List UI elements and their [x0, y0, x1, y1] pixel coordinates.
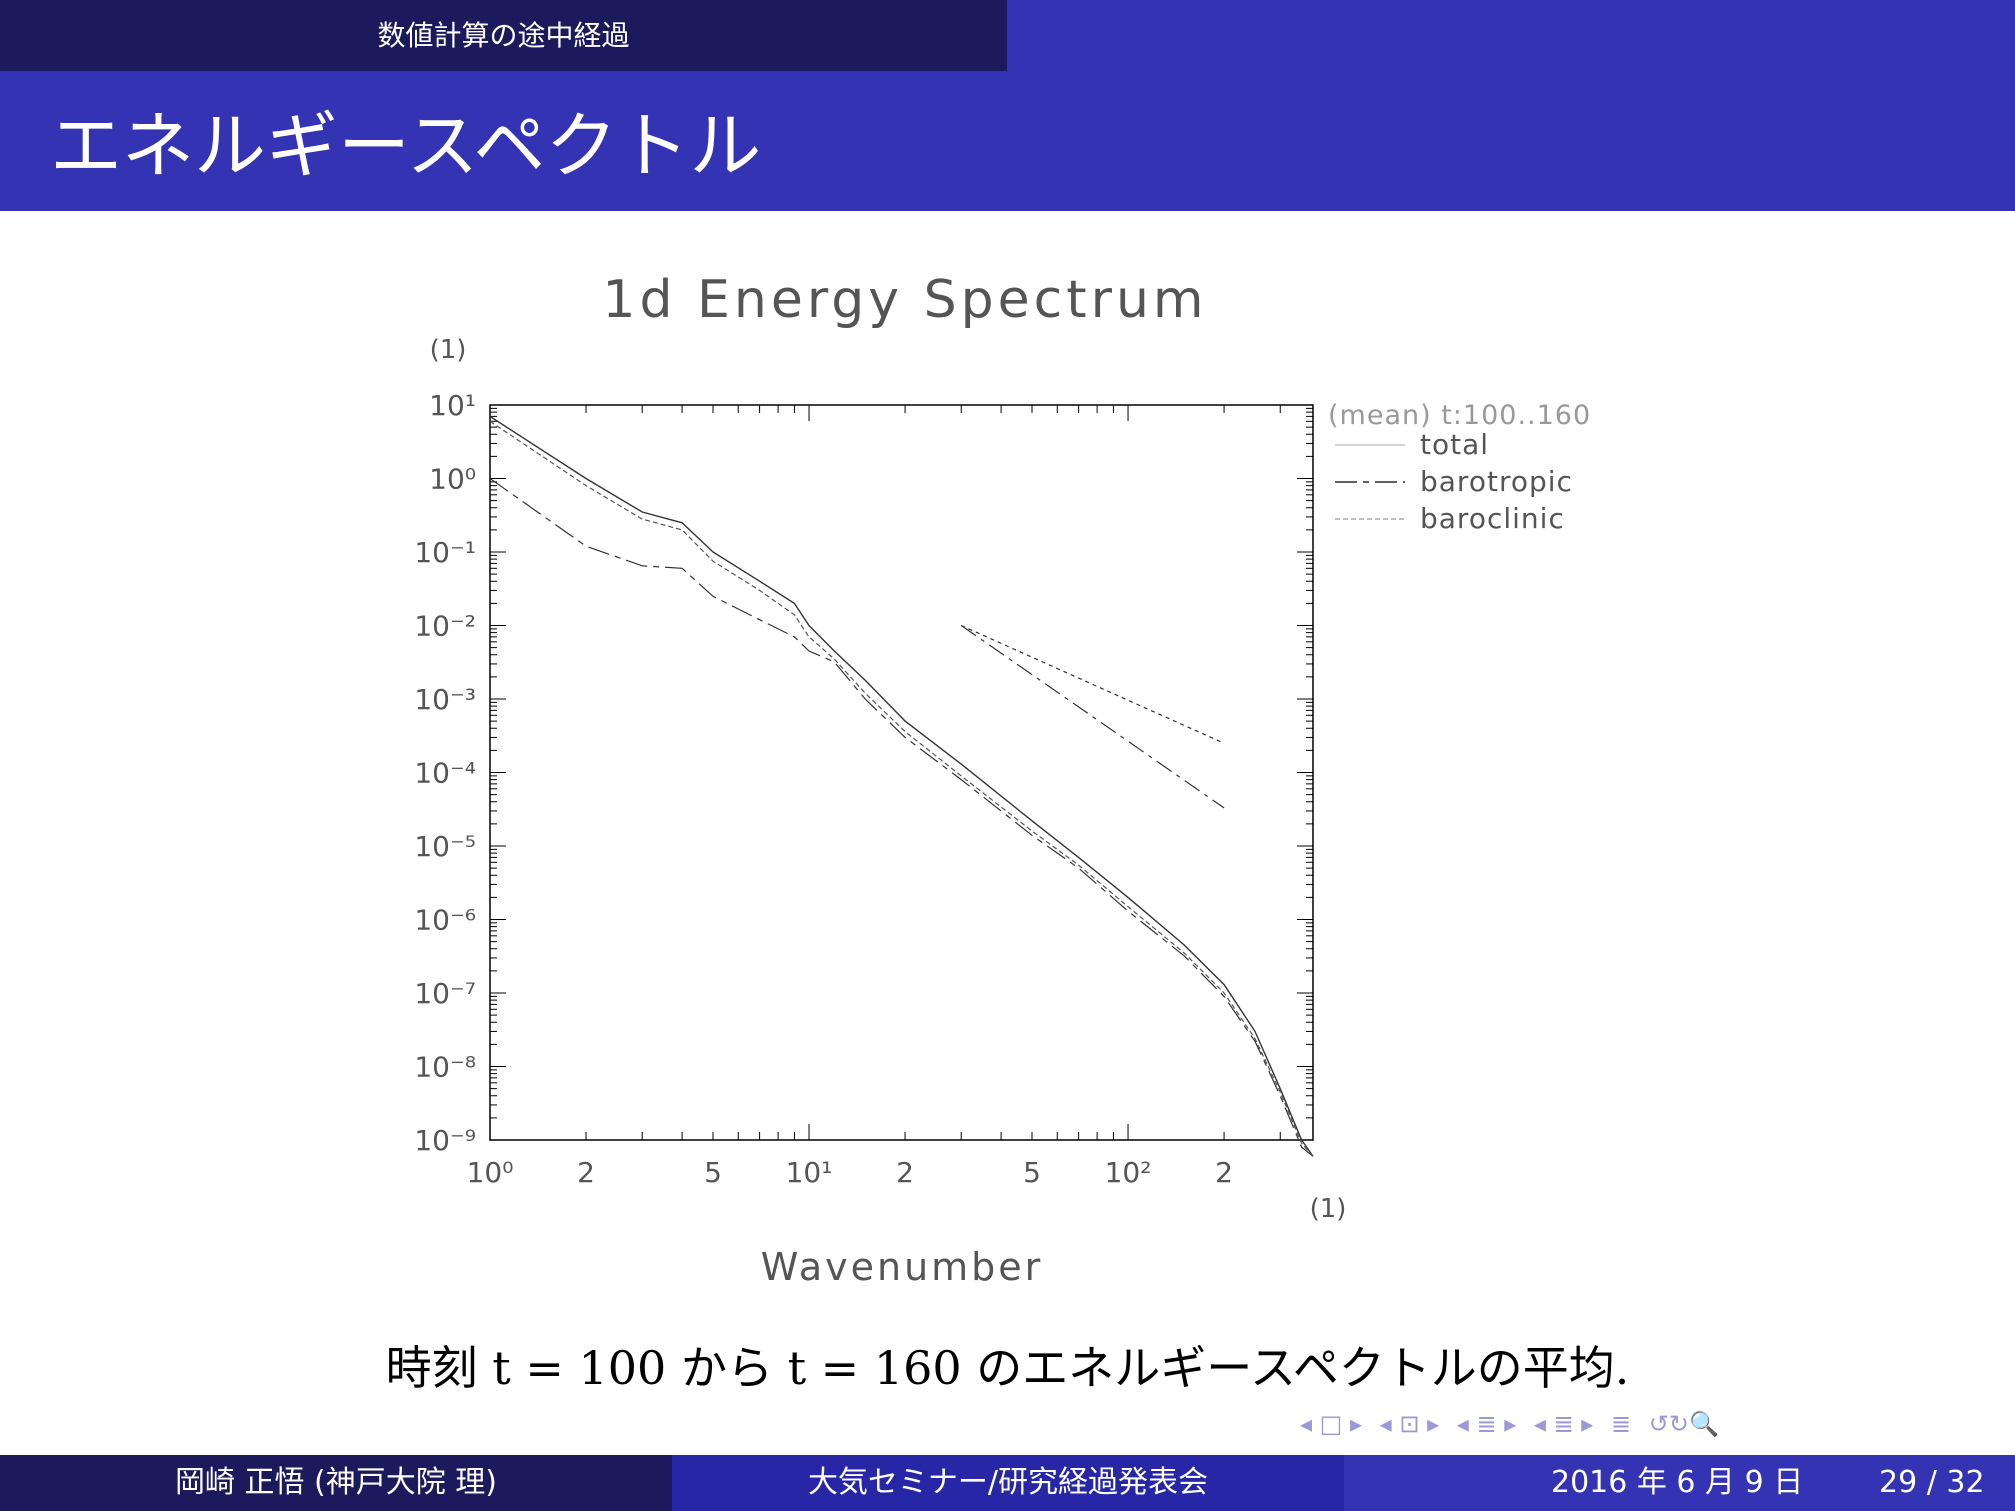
y-tick-label: 10⁻⁵	[414, 830, 476, 863]
legend-label-total: total	[1420, 428, 1489, 461]
y-tick-labels: 10¹ 10⁰ 10⁻¹ 10⁻² 10⁻³ 10⁻⁴ 10⁻⁵ 10⁻⁶ 10⁻⁷ 10⁻⁸ 10…	[414, 389, 476, 1157]
footer-author: 岡崎 正悟 (神戸大院 理)	[0, 1455, 672, 1511]
y-tick-label: 10⁻³	[414, 683, 476, 716]
legend-label-baroclinic: baroclinic	[1420, 502, 1565, 535]
x-axis-unit: (1)	[1310, 1194, 1347, 1224]
y-axis-unit: (1)	[430, 335, 467, 365]
plot-frame	[489, 404, 1314, 1141]
footer-date-page: 2016 年 6 月 9 日 29 / 32	[1344, 1455, 2015, 1511]
series-line-baroclinic	[489, 420, 1314, 1157]
series-line-total	[489, 415, 1314, 1157]
footer-page-number: 29 / 32	[1879, 1465, 1985, 1500]
slide-caption: 時刻 t = 100 から t = 160 のエネルギースペクトルの平均.	[385, 1341, 1630, 1395]
footer-date: 2016 年 6 月 9 日	[1551, 1465, 1804, 1500]
nav-search-icon[interactable]: ↺↻🔍	[1648, 1410, 1719, 1438]
frame-title: エネルギースペクトル	[50, 104, 762, 188]
reference-slope-lines	[960, 624, 1225, 809]
chart-title: 1d Energy Spectrum	[602, 270, 1207, 330]
chart-legend: (mean) t:100..160 total barotropic barocli…	[1328, 400, 1591, 535]
nav-appendix-icon[interactable]: ≣	[1611, 1410, 1632, 1438]
section-nav-left	[0, 0, 1007, 71]
legend-title: (mean) t:100..160	[1328, 400, 1591, 431]
y-tick-label: 10⁻⁷	[414, 977, 476, 1010]
x-tick-label: 5	[1023, 1156, 1041, 1189]
series-lines	[489, 415, 1314, 1157]
x-axis-label: Wavenumber	[761, 1245, 1044, 1289]
frame-title-bar	[0, 71, 2015, 211]
x-tick-label: 2	[1215, 1156, 1233, 1189]
energy-spectrum-chart: 1d Energy Spectrum (1) (1) Wavenumber 10…	[414, 270, 1591, 1289]
x-tick-label: 5	[704, 1156, 722, 1189]
reference-line-1	[960, 624, 1225, 744]
y-tick-label: 10⁻⁴	[414, 757, 476, 790]
legend-label-barotropic: barotropic	[1420, 465, 1573, 498]
nav-frame-icon[interactable]: ◂ □ ▸	[1300, 1410, 1363, 1438]
reference-line-2	[960, 625, 1225, 809]
nav-document-icon[interactable]: ◂ ≣ ▸	[1533, 1410, 1594, 1438]
top-navigation-bar: 数値計算の途中経過	[0, 0, 2015, 71]
y-tick-label: 10⁻¹	[414, 536, 476, 569]
axis-ticks	[489, 404, 1313, 1141]
x-tick-labels: 10⁰ 2 5 10¹ 2 5 10² 2	[467, 1156, 1233, 1189]
section-nav-right	[1007, 0, 2015, 71]
nav-section-icon[interactable]: ◂ ≣ ▸	[1456, 1410, 1517, 1438]
y-tick-label: 10¹	[429, 389, 476, 422]
x-tick-label: 10²	[1105, 1156, 1152, 1189]
y-tick-label: 10⁻²	[414, 610, 476, 643]
y-tick-label: 10⁰	[429, 463, 476, 496]
x-tick-label: 2	[896, 1156, 914, 1189]
x-tick-label: 10⁰	[467, 1156, 514, 1189]
section-title[interactable]: 数値計算の途中経過	[377, 19, 630, 52]
y-tick-label: 10⁻⁹	[414, 1124, 476, 1157]
footer-bar: 岡崎 正悟 (神戸大院 理) 大気セミナー/研究経過発表会 2016 年 6 月…	[0, 1455, 2015, 1511]
x-tick-label: 10¹	[786, 1156, 833, 1189]
y-tick-label: 10⁻⁸	[414, 1051, 476, 1084]
y-tick-label: 10⁻⁶	[414, 904, 476, 937]
nav-subsection-icon[interactable]: ◂ ⊡ ▸	[1379, 1410, 1440, 1438]
beamer-navigation-symbols: ◂ □ ▸ ◂ ⊡ ▸ ◂ ≣ ▸ ◂ ≣ ▸ ≣ ↺↻🔍	[1300, 1406, 1729, 1442]
series-line-barotropic	[489, 478, 1314, 1157]
footer-event: 大気セミナー/研究経過発表会	[672, 1455, 1344, 1511]
x-tick-label: 2	[577, 1156, 595, 1189]
